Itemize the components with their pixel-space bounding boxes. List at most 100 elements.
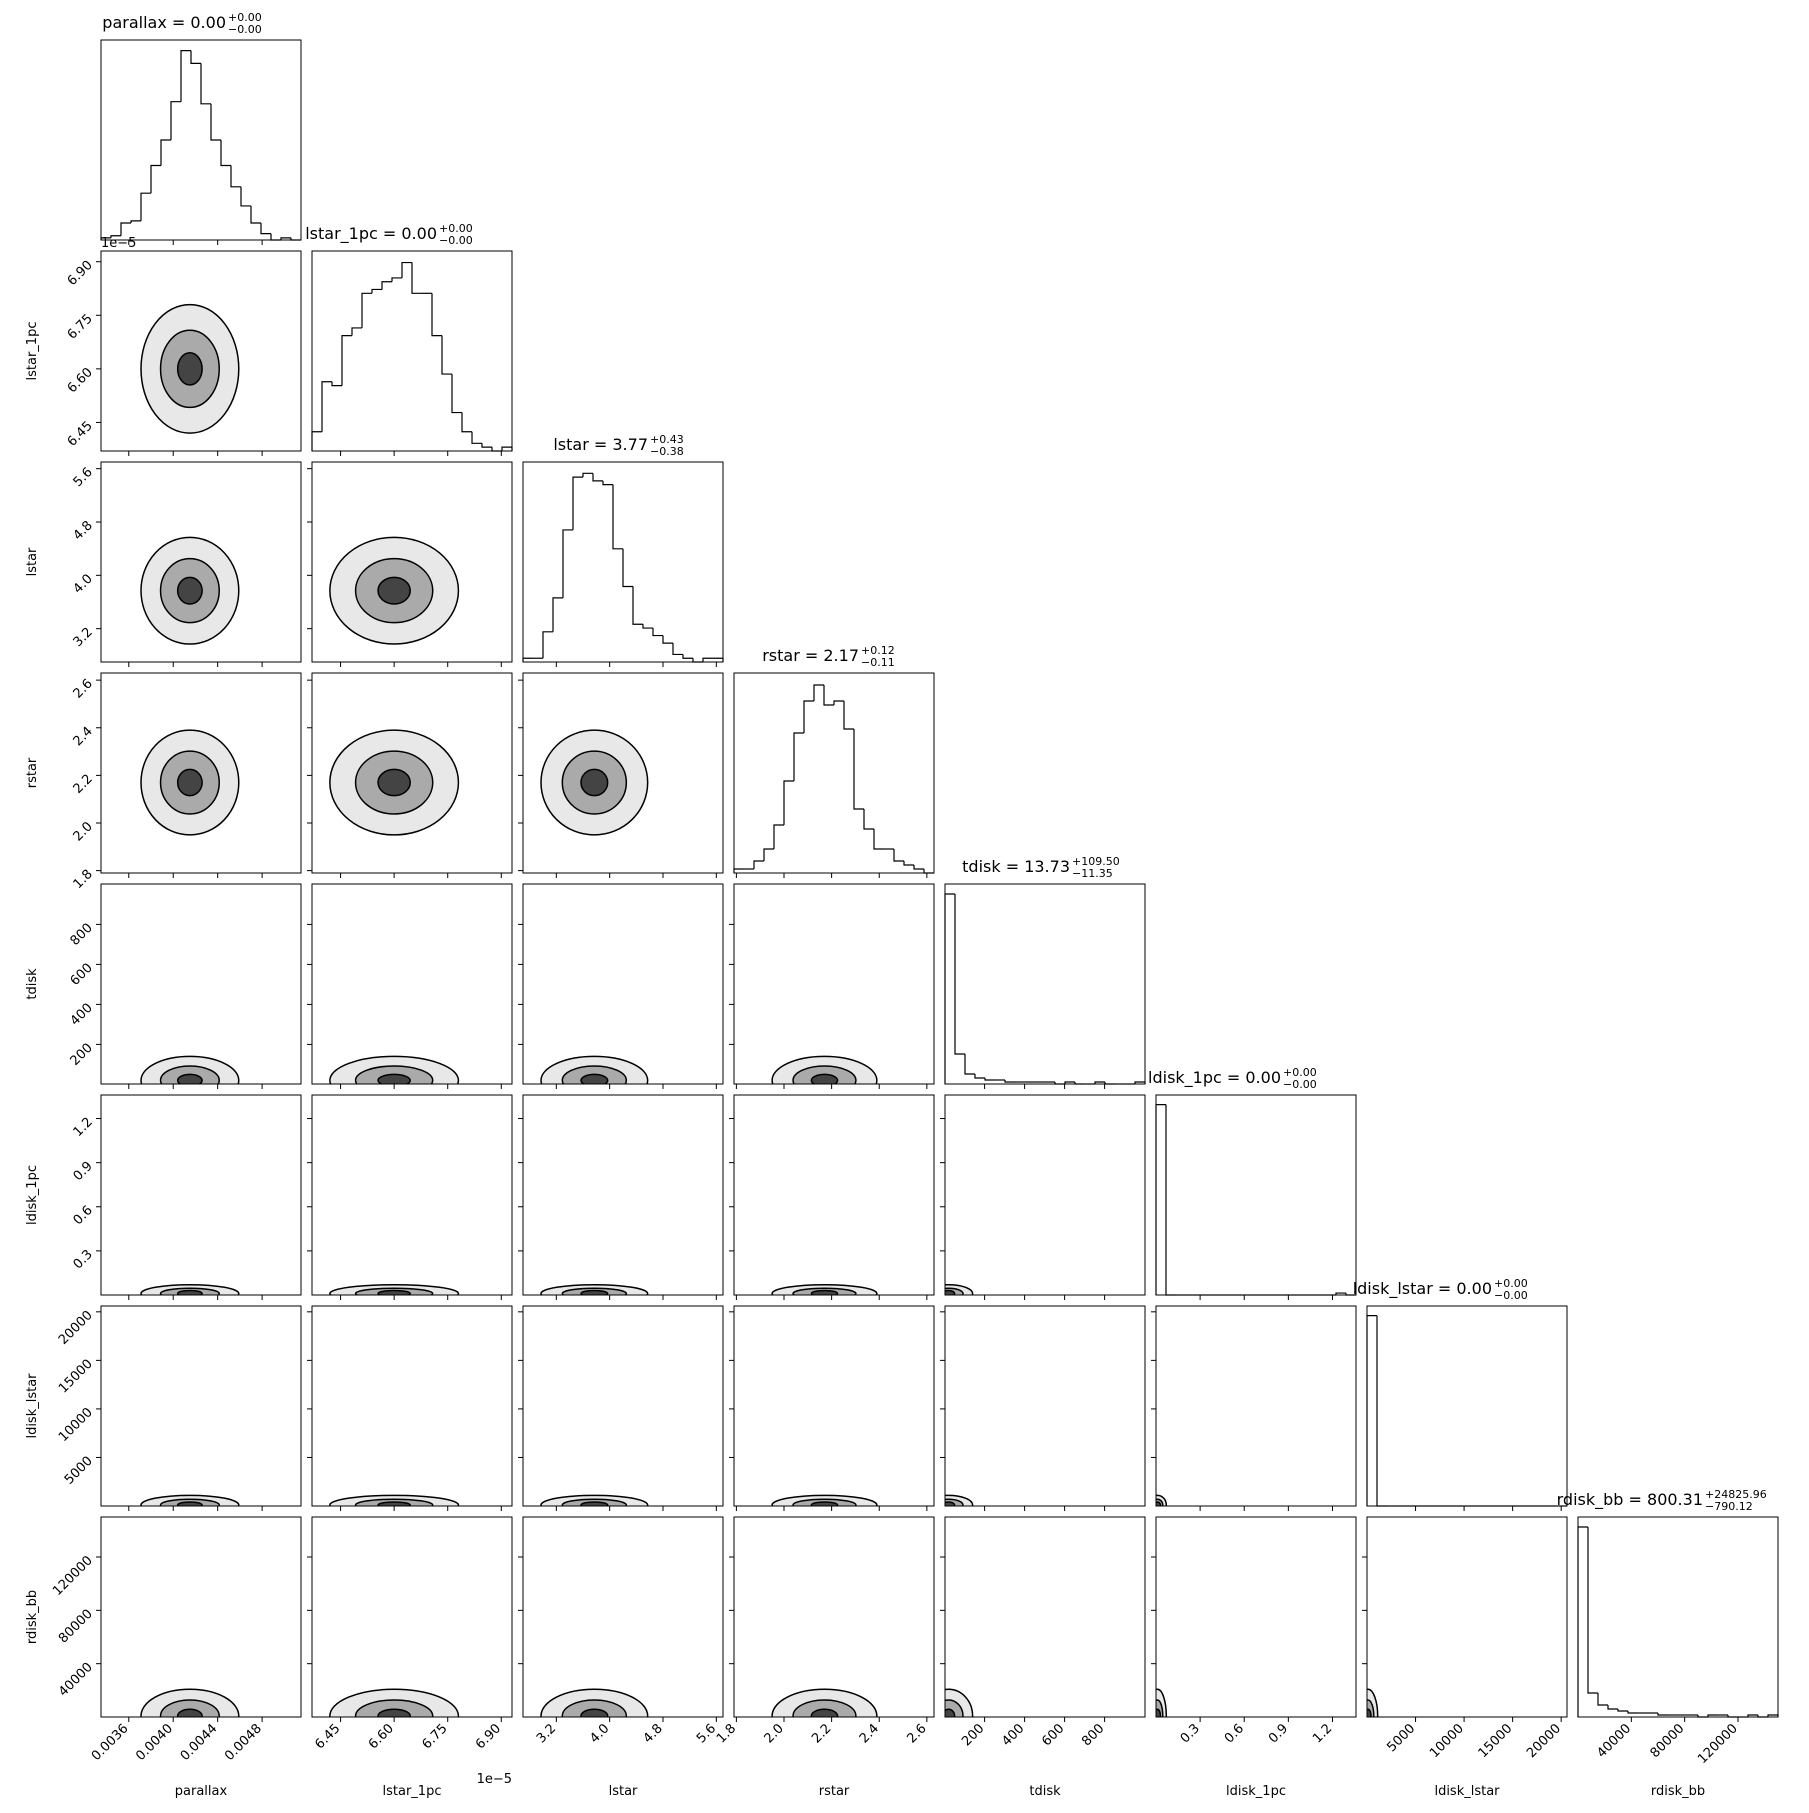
histogram-bin [702,657,713,662]
title-lower: −0.00 [1494,1289,1528,1302]
histogram-bin [1004,1080,1015,1083]
x-tick-label: 6.45 [312,1721,343,1752]
histogram-bin [562,529,573,598]
panel-title: parallax = 0.00 [102,13,226,32]
panel-frame [522,1516,724,1718]
density-contour [354,1699,434,1717]
density-contour [810,1073,839,1084]
histogram-bin [471,431,482,444]
panel: 200 400 600 800 [940,1516,1146,1749]
y-tick-label: 6.90 [65,258,96,289]
histogram-bin [170,101,181,140]
histogram-bin [260,222,271,235]
panel: 1.8 2.0 2.2 2.4 2.6 [71,672,302,892]
y-offset-text: 1e−5 [101,236,136,251]
y-tick-label: 0.6 [71,1203,96,1228]
histogram-bin [692,658,703,663]
panel: 6.45 6.60 6.75 6.90 [307,1516,513,1752]
panel: 40000 80000 120000 [1577,1516,1779,1767]
histogram-bin [823,685,834,706]
title-lower: −11.35 [1072,867,1113,880]
histogram-bin [974,1074,985,1079]
panel: 0.3 0.6 0.9 1.2 [1151,1516,1357,1746]
histogram-bin [250,205,261,224]
density-contour [1156,1501,1162,1506]
panel [307,672,513,878]
histogram-bin [893,849,904,862]
y-tick-label: 800 [68,921,96,949]
y-tick-label: 40000 [56,1660,96,1700]
title-upper: +0.00 [1494,1277,1528,1290]
y-tick-label: 2.0 [71,819,96,844]
panel: 1.8 2.0 2.2 2.4 2.6 [714,1516,935,1746]
panel [307,1094,513,1300]
panel-frame [311,1305,513,1507]
x-axis-label: ldisk_1pc [1226,1784,1286,1799]
histogram-bin [592,473,603,482]
histogram-bin [180,50,191,102]
density-contour [176,1501,203,1506]
histogram-bin [230,165,241,188]
histogram-bin [411,262,422,294]
histogram-bin [1597,1693,1608,1706]
histogram-bin [160,139,171,166]
x-tick-label: 2.2 [809,1721,834,1746]
histogram-bin [552,597,563,632]
histogram-bin [1607,1705,1618,1710]
density-contour [945,1708,956,1717]
histogram-bin [652,628,663,637]
histogram-bin [210,103,221,141]
histogram-bin [773,824,784,849]
panel-frame [944,883,1146,1085]
density-contour [377,768,411,797]
histogram-bin [522,657,533,662]
x-tick-label: 4.8 [641,1721,666,1746]
panel [518,672,724,878]
density-contour [176,1073,203,1084]
panel [307,1305,513,1511]
x-axis-label: parallax [175,1784,228,1799]
density-contour [176,576,203,605]
histogram-bin [672,643,683,656]
panel: 200 400 600 800 [68,883,302,1089]
panel [1366,1305,1568,1511]
panel-title: ldisk_1pc = 0.00 [1148,1068,1281,1088]
panel-frame [944,1305,1146,1507]
panel [307,883,513,1089]
y-axis-label: rstar [25,757,40,788]
y-tick-label: 6.75 [65,312,96,343]
panel-title: lstar = 3.77 [553,435,648,454]
panel-frame [100,1516,302,1718]
density-contour [377,1708,411,1717]
x-axis-label: lstar_1pc [383,1784,442,1799]
panel [729,1094,935,1300]
density-contour [580,768,609,797]
title-upper: +0.00 [228,11,262,24]
x-tick-label: 3.2 [534,1721,559,1746]
y-tick-label: 2.4 [71,724,96,749]
x-tick-label: 0.3 [1178,1721,1203,1746]
histogram-bin [913,865,924,870]
panel-frame [1155,1516,1357,1718]
histogram-bin [783,780,794,825]
density-contour [1367,1708,1372,1717]
x-tick-label: 400 [999,1721,1027,1749]
title-upper: +0.43 [650,433,684,446]
histogram-bin [190,50,201,65]
histogram-bin [280,237,291,240]
density-contour [176,768,203,797]
x-axis-label: ldisk_lstar [1434,1784,1500,1799]
histogram-bin [1335,1292,1346,1295]
panel [100,39,302,245]
x-tick-label: 0.9 [1266,1721,1291,1746]
panel-frame [1366,1305,1568,1507]
histogram-bin [451,374,462,414]
panel: 3.24.04.85.6 [71,461,302,667]
panel-frame [522,1305,724,1507]
panel-title: rstar = 2.17 [762,646,859,665]
density-contour [176,1708,203,1717]
panel [522,461,724,667]
panel-frame [100,883,302,1085]
